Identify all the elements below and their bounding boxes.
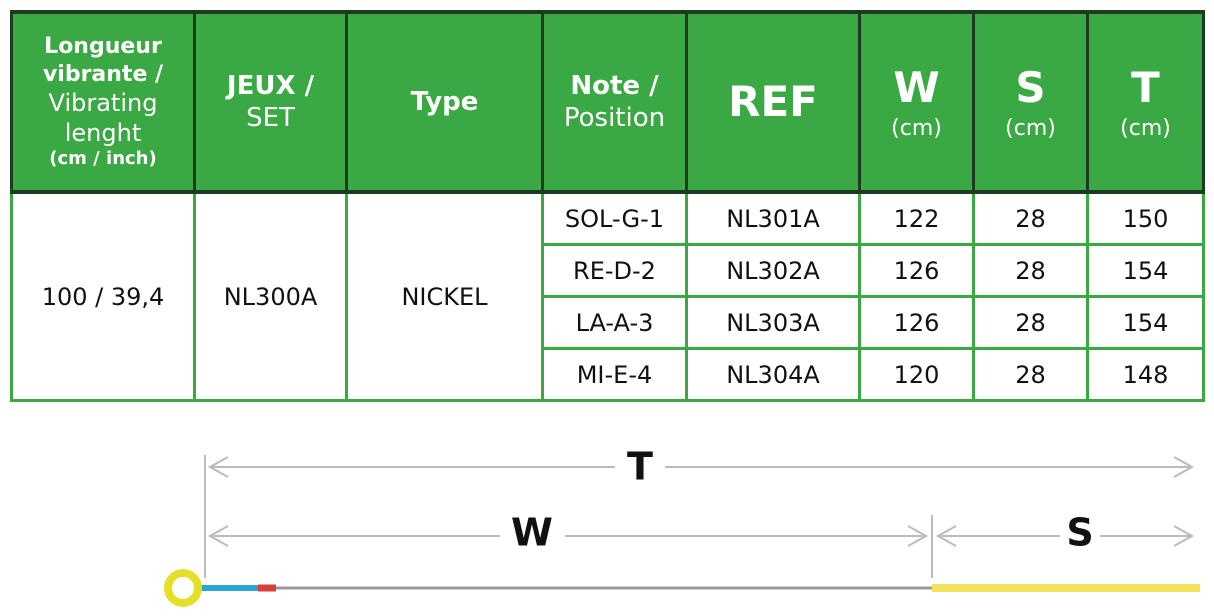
header-cell: JEUX / SET [193,10,348,194]
dimension-label: T [627,445,653,489]
header-text: W [893,63,940,112]
header-text: vibrante / [42,61,164,87]
header-cell: Type [345,10,544,194]
header-text: Position [563,103,666,133]
table-cell: 126 [858,295,975,350]
header-text: (cm) [1005,115,1056,141]
header-cell: Note / Position [541,10,688,194]
header-text: lenght [64,119,142,148]
dimension-lines [204,455,1195,578]
header-text: Note / [570,70,659,101]
header-cell: S (cm) [972,10,1089,194]
ball-end [164,569,202,607]
table-row: MI-E-4 NL304A 120 28 148 [12,347,1205,402]
table-cell: 154 [1086,243,1205,298]
group-cell: NICKEL [345,190,544,402]
header-text: S [1015,63,1046,112]
arrow-head [935,525,957,547]
table-cell: LA-A-3 [541,295,688,350]
table-cell: NL304A [685,347,861,402]
table-row: LA-A-3 NL303A 126 28 154 [12,295,1205,350]
arrow-head [907,525,929,547]
table-cell: NL303A [685,295,861,350]
header-text: REF [728,76,818,126]
table-cell: 150 [1086,190,1205,246]
header-row: Longueur vibrante / Vibrating lenght (cm / i… [10,10,1205,194]
table-cell: 28 [972,347,1089,402]
table-cell: 28 [972,295,1089,350]
header-text: (cm) [1120,115,1171,141]
header-text: Type [410,86,479,117]
group-cell: NL300A [193,190,348,402]
arrow-head [1173,525,1195,547]
dimension-label: S [1066,511,1093,555]
header-text: Longueur [44,34,162,60]
table-cell: NL302A [685,243,861,298]
table-row: 100 / 39,4 NL300A NICKEL SOL-G-1 NL301A 122 28… [10,190,1205,402]
table-cell: 120 [858,347,975,402]
table-cell: NL301A [685,190,861,246]
header-cell: REF [685,10,861,194]
arrow-head [207,456,229,478]
header-cell: W (cm) [858,10,975,194]
spec-table: Longueur vibrante / Vibrating lenght (cm / i… [10,10,1205,402]
header-text: Vibrating [48,89,158,118]
header-cell: T (cm) [1086,10,1205,194]
table-cell: 148 [1086,347,1205,402]
table-cell: SOL-G-1 [541,190,688,246]
header-text: (cm) [891,115,942,141]
header-text: (cm / inch) [49,148,157,170]
header-text: SET [246,103,295,133]
header-text: JEUX / [226,70,315,101]
arrow-head [1173,456,1195,478]
table-cell: 28 [972,243,1089,298]
table-cell: 122 [858,190,975,246]
table-cell: 126 [858,243,975,298]
table-cell: 28 [972,190,1089,246]
group-cell: 100 / 39,4 [10,190,196,402]
table-cell: MI-E-4 [541,347,688,402]
header-text: T [1131,63,1160,112]
table-row: RE-D-2 NL302A 126 28 154 [12,243,1205,298]
table-cell: 154 [1086,295,1205,350]
dimension-label: W [511,511,553,555]
arrow-head [207,525,229,547]
header-cell: Longueur vibrante / Vibrating lenght (cm / i… [10,10,196,194]
table-cell: RE-D-2 [541,243,688,298]
